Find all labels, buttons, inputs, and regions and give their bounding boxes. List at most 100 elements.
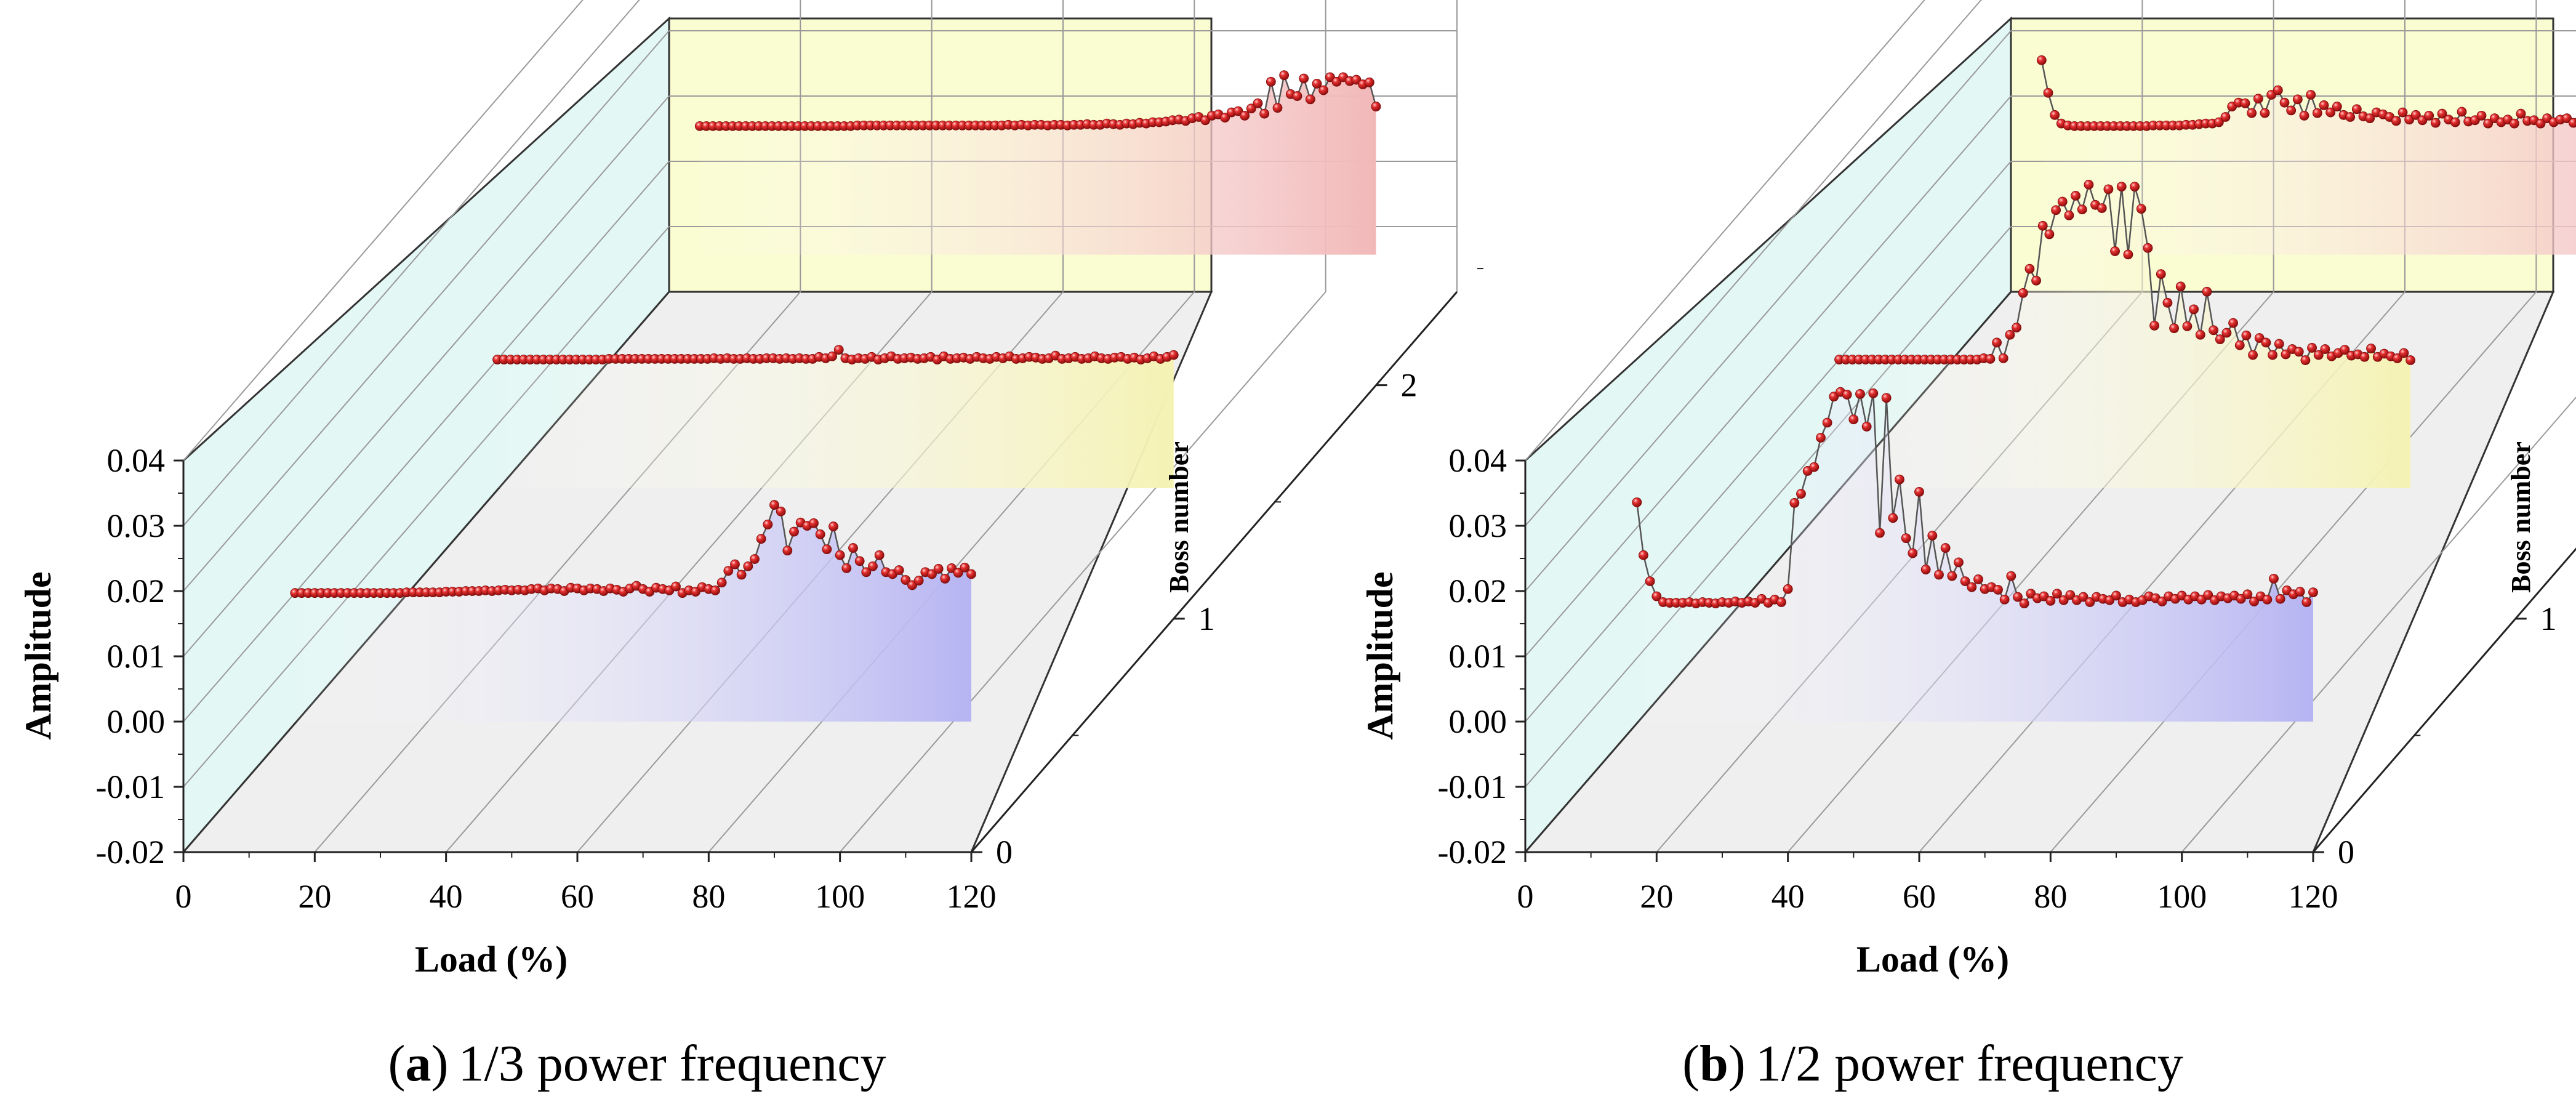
data-point-boss-2	[1299, 73, 1309, 84]
data-point-boss-0	[776, 506, 786, 517]
data-point-boss-1	[2123, 249, 2133, 260]
y-tick-label: 0.02	[1449, 573, 1507, 610]
data-point-boss-0	[861, 567, 872, 578]
data-point-boss-2	[2410, 110, 2421, 120]
data-point-boss-0	[1881, 393, 1892, 403]
data-point-boss-1	[2182, 321, 2193, 331]
data-point-boss-2	[2319, 100, 2329, 110]
data-point-boss-1	[2162, 297, 2173, 308]
data-point-boss-0	[829, 521, 838, 531]
y-tick-label: -0.02	[1438, 834, 1507, 871]
data-point-boss-0	[789, 526, 799, 537]
data-point-boss-1	[2071, 191, 2080, 201]
data-point-boss-0	[1895, 474, 1904, 485]
data-point-boss-0	[815, 529, 825, 539]
data-point-boss-1	[2012, 323, 2021, 332]
data-point-boss-2	[2332, 102, 2342, 111]
data-point-boss-1	[2057, 196, 2068, 207]
data-point-boss-2	[1220, 113, 1230, 123]
data-point-boss-2	[2213, 117, 2224, 127]
data-point-boss-0	[1861, 421, 1872, 432]
data-point-boss-0	[710, 586, 720, 595]
data-point-boss-1	[2097, 203, 2107, 213]
y-axis-title: Amplitude	[18, 571, 58, 739]
data-point-boss-0	[1816, 433, 1826, 443]
caption-b-letter: b	[1699, 1035, 1728, 1092]
data-point-boss-0	[716, 578, 727, 588]
x-tick-label: 100	[2157, 878, 2207, 915]
data-point-boss-0	[1796, 489, 1806, 499]
data-point-boss-2	[2430, 118, 2441, 128]
side-grid-line	[183, 0, 640, 526]
data-point-boss-0	[763, 519, 773, 529]
data-point-boss-2	[1259, 108, 1270, 119]
data-point-boss-1	[1168, 350, 1179, 360]
data-point-boss-0	[1934, 570, 1944, 580]
z-axis-title: Boss number	[2506, 441, 2536, 593]
data-point-boss-1	[2149, 320, 2159, 331]
data-point-boss-0	[769, 500, 779, 510]
data-point-boss-2	[1266, 76, 1276, 87]
side-grid-line	[1525, 95, 2012, 657]
x-tick-label: 20	[1640, 878, 1673, 915]
data-point-boss-1	[827, 351, 837, 361]
data-point-boss-2	[2424, 110, 2434, 121]
data-point-boss-0	[953, 568, 963, 578]
data-point-boss-1	[2044, 229, 2055, 240]
data-point-boss-0	[723, 566, 734, 576]
data-point-boss-1	[2293, 347, 2304, 357]
data-point-boss-2	[2306, 90, 2316, 100]
data-point-boss-0	[927, 569, 937, 579]
ribbon-fill-boss-1	[497, 350, 1174, 488]
data-point-boss-0	[2045, 596, 2056, 606]
y-tick-label: 0.03	[107, 507, 166, 544]
data-point-boss-0	[1999, 594, 2010, 605]
data-point-boss-1	[2169, 323, 2179, 334]
data-point-boss-2	[1292, 91, 1302, 101]
data-point-boss-2	[2391, 116, 2401, 126]
data-point-boss-1	[2340, 345, 2350, 355]
caption-b-text: 1/2 power frequency	[1755, 1035, 2183, 1092]
data-point-boss-0	[2249, 597, 2259, 606]
data-point-boss-0	[2275, 594, 2285, 604]
side-grid-line	[1525, 0, 1982, 526]
data-point-boss-2	[1240, 110, 1250, 121]
data-point-boss-1	[2116, 182, 2127, 192]
data-point-boss-2	[2450, 117, 2460, 127]
data-point-boss-0	[822, 544, 832, 555]
caption-b-open: (	[1682, 1035, 1699, 1092]
y-tick-label: 0.04	[1449, 442, 1507, 479]
caption-b-close: )	[1728, 1035, 1746, 1092]
z-axis-title: Boss number	[1164, 441, 1194, 593]
ribbon-fill-boss-0	[295, 505, 971, 722]
data-point-boss-2	[2365, 113, 2375, 124]
data-point-boss-0	[2013, 592, 2023, 602]
y-tick-label: 0.00	[107, 703, 166, 740]
data-point-boss-0	[933, 564, 944, 574]
floor-grid-line	[2050, 291, 2537, 853]
data-point-boss-0	[1954, 557, 1964, 568]
data-point-boss-2	[2043, 87, 2053, 98]
data-point-boss-0	[854, 556, 865, 566]
data-point-boss-0	[1789, 498, 1800, 508]
side-grid-line	[1525, 0, 1925, 461]
data-point-boss-1	[2399, 348, 2409, 358]
data-point-boss-0	[2242, 589, 2253, 600]
data-point-boss-2	[1246, 103, 1256, 114]
data-point-boss-1	[2241, 330, 2252, 340]
data-point-boss-2	[2279, 97, 2290, 108]
ribbons	[1632, 55, 2576, 722]
data-point-boss-0	[743, 561, 753, 571]
data-point-boss-0	[1809, 462, 1820, 472]
data-point-boss-2	[2292, 94, 2303, 105]
data-point-boss-2	[2516, 108, 2526, 119]
y-tick-label: 0.04	[107, 442, 166, 479]
data-point-boss-0	[1822, 417, 1832, 428]
data-point-boss-1	[2281, 349, 2291, 360]
data-point-boss-1	[2084, 180, 2094, 190]
data-point-boss-0	[1783, 584, 1793, 594]
data-point-boss-0	[2157, 597, 2167, 606]
side-grid-line	[183, 0, 584, 461]
caption-a-open: (	[388, 1035, 405, 1092]
